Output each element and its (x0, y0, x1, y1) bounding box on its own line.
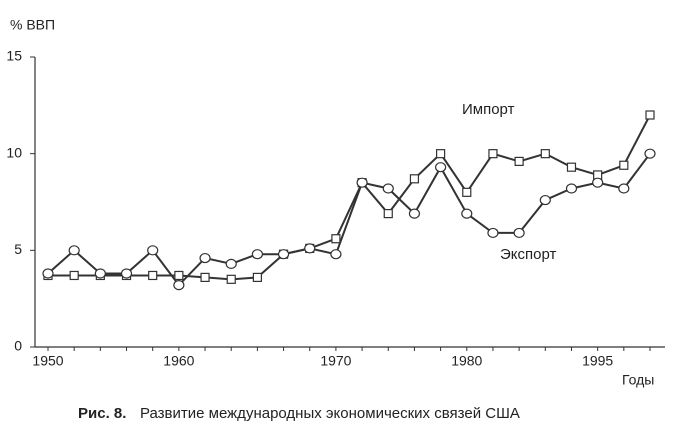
y-tick-label: 10 (6, 144, 22, 160)
marker (540, 149, 550, 159)
marker (199, 252, 211, 264)
series-label: Импорт (462, 101, 515, 118)
x-tick-label: 1970 (320, 353, 351, 369)
series-line (47, 153, 651, 287)
marker (566, 162, 577, 172)
marker (94, 268, 106, 279)
y-tick-label: 5 (14, 241, 22, 257)
marker (645, 110, 655, 120)
series-label: Экспорт (500, 246, 556, 263)
series-line (48, 114, 651, 281)
marker (619, 160, 629, 170)
marker (225, 258, 237, 269)
marker (382, 183, 394, 194)
marker (409, 174, 420, 184)
marker (304, 243, 316, 254)
marker (383, 209, 393, 219)
marker (330, 249, 342, 260)
marker (461, 208, 473, 219)
marker (120, 268, 133, 279)
marker (252, 272, 262, 282)
marker (488, 149, 498, 159)
marker (173, 280, 185, 291)
marker (226, 274, 236, 284)
caption: Развитие международных экономических свя… (140, 405, 520, 422)
marker (331, 234, 341, 244)
marker (487, 227, 499, 239)
marker (200, 272, 210, 282)
x-axis-label: Годы (622, 372, 654, 388)
marker (539, 194, 551, 206)
y-axis-label: % ВВП (10, 17, 55, 33)
figure-label: Рис. 8. (78, 405, 126, 422)
marker (277, 249, 290, 260)
marker (174, 270, 184, 281)
marker (147, 245, 159, 256)
marker (42, 268, 54, 279)
marker (148, 270, 158, 281)
y-tick-label: 15 (6, 48, 22, 64)
marker (644, 148, 656, 159)
marker (435, 162, 447, 173)
marker (592, 177, 604, 188)
marker (436, 149, 446, 159)
marker (565, 183, 578, 194)
x-tick-label: 1950 (32, 353, 63, 369)
marker (514, 156, 524, 166)
marker (356, 177, 368, 188)
marker (618, 183, 630, 194)
marker (462, 187, 472, 197)
marker (408, 208, 421, 219)
marker (251, 249, 263, 260)
marker (68, 245, 80, 256)
x-tick-label: 1980 (451, 353, 482, 369)
marker (513, 227, 525, 239)
marker (69, 270, 79, 281)
x-tick-label: 1960 (163, 353, 194, 369)
y-tick-label: 0 (14, 338, 22, 354)
x-tick-label: 1995 (582, 353, 613, 369)
